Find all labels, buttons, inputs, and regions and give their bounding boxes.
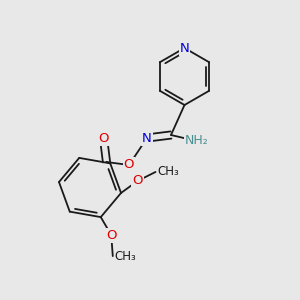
- Text: NH₂: NH₂: [184, 134, 208, 148]
- Text: O: O: [132, 175, 143, 188]
- Text: CH₃: CH₃: [157, 166, 179, 178]
- Text: CH₃: CH₃: [114, 250, 136, 262]
- Text: O: O: [124, 158, 134, 172]
- Text: N: N: [142, 131, 152, 145]
- Text: N: N: [180, 41, 189, 55]
- Text: O: O: [106, 229, 116, 242]
- Text: O: O: [98, 131, 109, 145]
